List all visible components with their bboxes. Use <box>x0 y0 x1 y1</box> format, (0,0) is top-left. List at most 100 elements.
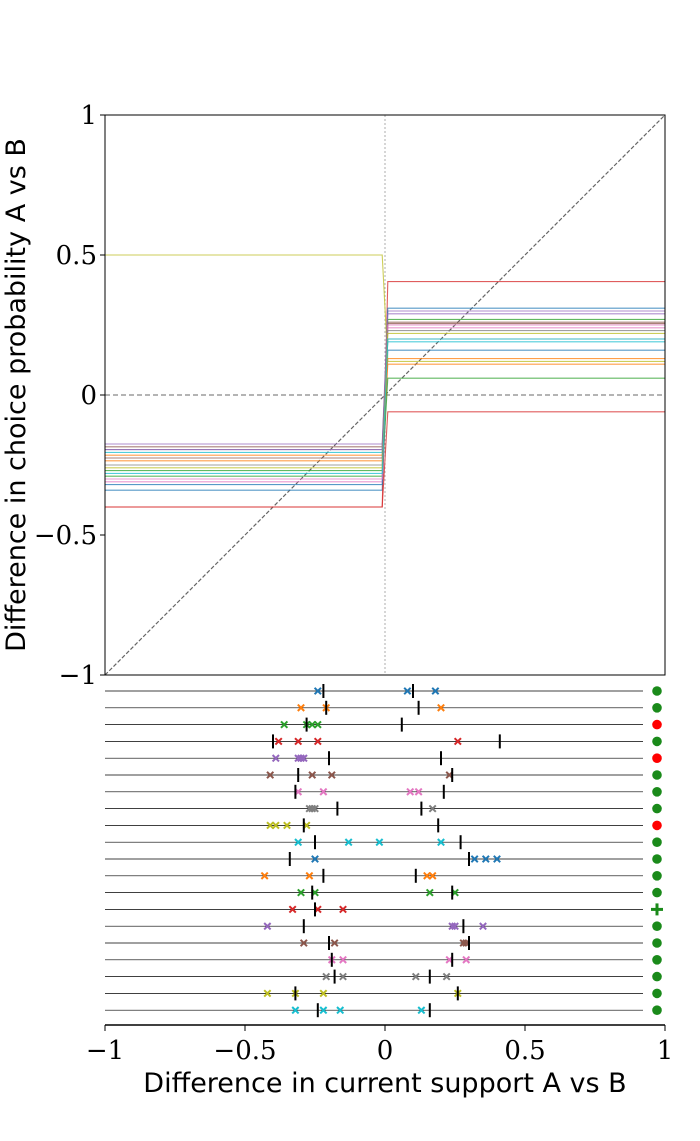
support-row <box>105 717 662 732</box>
support-cross-marker <box>493 855 501 863</box>
y-tick-label: 0.5 <box>56 241 97 271</box>
support-cross-marker <box>280 720 289 729</box>
status-green-dot <box>652 938 662 948</box>
support-cross-marker <box>313 737 322 746</box>
support-cross-marker <box>462 955 471 964</box>
status-red-dot <box>652 719 662 730</box>
y-axis-label: Difference in choice probability A vs B <box>1 138 32 652</box>
support-cross-marker <box>459 939 468 947</box>
support-row <box>105 902 663 917</box>
status-green-dot <box>652 736 662 747</box>
support-cross-marker <box>428 804 437 813</box>
status-green-dot <box>652 871 662 881</box>
support-cross-marker <box>339 972 347 981</box>
x-tick-label: 0.5 <box>504 1036 545 1066</box>
support-row <box>105 700 662 715</box>
support-cross-marker <box>260 871 269 880</box>
status-green-dot <box>652 787 662 797</box>
support-cross-marker <box>344 838 353 847</box>
support-cross-marker <box>319 1006 328 1015</box>
support-row <box>105 734 662 749</box>
support-row <box>105 868 662 883</box>
support-cross-marker <box>271 821 280 830</box>
y-tick-label: 0 <box>80 381 97 411</box>
support-row <box>105 818 662 833</box>
support-cross-marker <box>437 838 445 847</box>
probability-series-line-3 <box>105 377 665 477</box>
choice-probability-panel <box>104 114 666 676</box>
support-cross-marker <box>428 871 437 880</box>
support-cross-marker <box>327 771 336 779</box>
status-green-dot <box>652 955 662 965</box>
status-green-dot <box>652 887 662 898</box>
support-cross-marker <box>294 838 303 847</box>
status-green-dot <box>652 770 662 780</box>
support-cross-marker <box>319 787 328 796</box>
x-tick-label: −1 <box>86 1036 124 1066</box>
probability-series-line-5 <box>105 411 665 508</box>
support-cross-marker <box>479 922 487 931</box>
support-cross-marker <box>311 804 319 813</box>
status-green-dot <box>652 988 662 999</box>
status-green-dot <box>652 1005 662 1015</box>
status-green-dot <box>652 921 662 931</box>
support-cross-marker <box>431 687 440 695</box>
support-cross-marker <box>322 972 331 981</box>
support-row <box>105 969 662 984</box>
x-tick-label: 1 <box>657 1036 674 1066</box>
support-cross-marker <box>339 905 347 914</box>
x-tick-labels: −1 −0.5 0 0.5 1 <box>86 1025 673 1066</box>
support-cross-marker <box>481 855 490 863</box>
support-cross-marker <box>308 771 317 779</box>
support-cross-marker <box>448 922 457 931</box>
support-row <box>105 952 662 967</box>
support-cross-marker <box>297 888 305 897</box>
support-cross-marker <box>411 972 420 981</box>
support-cross-marker <box>403 687 412 695</box>
support-cross-marker <box>283 821 291 830</box>
x-tick-label: −0.5 <box>213 1036 276 1066</box>
support-cross-marker <box>308 804 317 813</box>
y-tick-labels: 1 0.5 0 −0.5 −1 <box>34 101 105 691</box>
support-cross-marker <box>266 771 275 779</box>
support-rows-panel <box>105 684 665 1026</box>
support-row <box>105 768 662 782</box>
support-cross-marker <box>319 989 328 998</box>
support-cross-marker <box>437 703 445 712</box>
support-cross-marker <box>263 922 272 931</box>
support-cross-marker <box>299 939 308 947</box>
support-cross-marker <box>406 787 415 796</box>
probability-series-line-16 <box>105 313 665 451</box>
support-cross-marker <box>297 754 305 763</box>
y-tick-label: −0.5 <box>34 521 97 551</box>
support-row <box>105 885 662 900</box>
support-cross-marker <box>442 972 451 981</box>
support-row <box>105 684 662 698</box>
support-row <box>105 852 662 866</box>
support-row <box>105 784 662 799</box>
support-cross-marker <box>451 922 459 931</box>
support-cross-marker <box>291 1006 300 1015</box>
support-cross-marker <box>271 754 280 763</box>
support-cross-marker <box>339 955 347 964</box>
support-cross-marker <box>263 989 272 998</box>
status-green-dot <box>652 854 662 864</box>
support-cross-marker <box>297 703 305 712</box>
probability-series-line-10 <box>105 254 665 362</box>
x-tick-label: 0 <box>377 1036 394 1066</box>
support-cross-marker <box>288 905 297 914</box>
status-red-dot <box>652 820 662 831</box>
status-green-dot <box>652 971 662 982</box>
support-cross-marker <box>313 687 322 695</box>
support-cross-marker <box>274 737 283 746</box>
support-cross-marker <box>470 855 479 863</box>
support-row <box>105 936 662 950</box>
y-tick-label: 1 <box>80 101 97 131</box>
support-cross-marker <box>305 871 314 880</box>
support-cross-marker <box>414 787 423 796</box>
support-row <box>105 751 662 766</box>
support-cross-marker <box>453 737 462 746</box>
support-row <box>105 835 662 850</box>
support-cross-marker <box>417 1006 426 1015</box>
